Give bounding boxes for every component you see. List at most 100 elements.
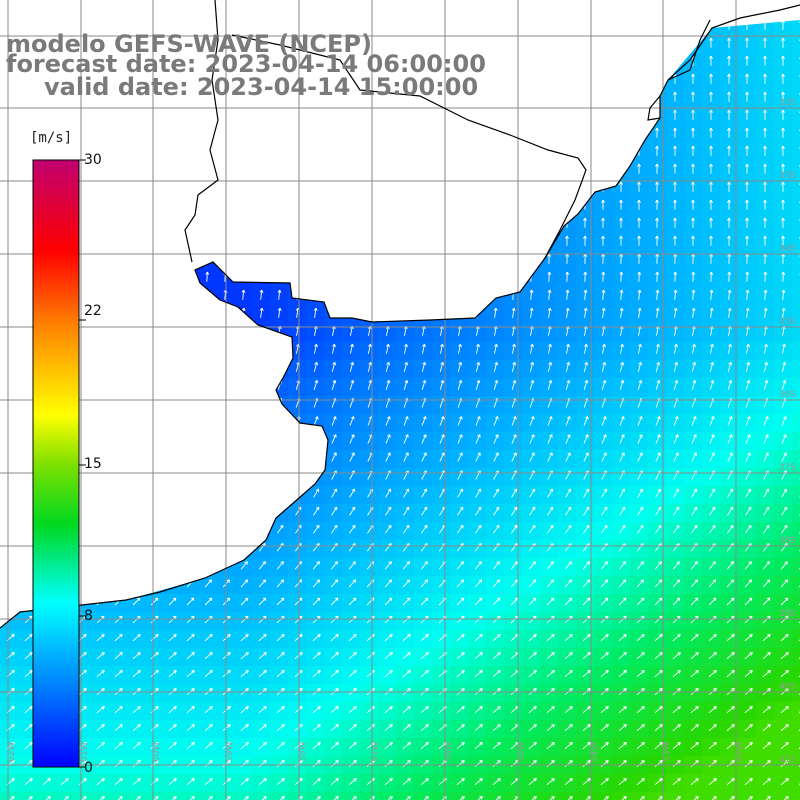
- wind-speed-cell: [180, 792, 199, 800]
- wind-arrow: [692, 2, 695, 12]
- wind-arrow: [583, 271, 588, 282]
- wind-arrow: [709, 235, 713, 246]
- wind-speed-cell: [324, 666, 343, 685]
- wind-arrow: [384, 633, 393, 642]
- wind-arrow: [673, 163, 677, 174]
- wind-speed-cell: [378, 234, 397, 253]
- wind-arrow: [745, 199, 749, 210]
- wind-arrow: [330, 724, 339, 732]
- wind-speed-cell: [450, 774, 469, 793]
- wind-arrow: [528, 633, 537, 642]
- wind-arrow: [60, 778, 69, 786]
- wind-arrow: [781, 235, 785, 246]
- wind-arrow: [528, 670, 537, 678]
- wind-speed-cell: [342, 504, 361, 523]
- wind-arrow: [618, 561, 626, 570]
- wind-arrow: [241, 416, 247, 426]
- wind-arrow: [780, 724, 789, 732]
- wind-speed-cell: [558, 450, 577, 469]
- wind-arrow: [24, 597, 33, 606]
- wind-speed-cell: [486, 648, 505, 667]
- wind-arrow: [600, 724, 609, 732]
- wind-arrow: [600, 652, 609, 660]
- wind-speed-cell: [756, 288, 775, 307]
- wind-arrow: [205, 361, 211, 372]
- wind-arrow: [456, 724, 465, 732]
- wind-speed-cell: [774, 378, 793, 397]
- wind-speed-cell: [612, 576, 631, 595]
- wind-arrow: [565, 361, 571, 372]
- wind-arrow: [349, 289, 354, 300]
- wind-speed-cell: [648, 468, 667, 487]
- wind-arrow: [691, 127, 695, 138]
- wind-speed-cell: [270, 450, 289, 469]
- wind-speed-cell: [0, 504, 19, 523]
- wind-speed-cell: [288, 486, 307, 505]
- wind-speed-cell: [270, 198, 289, 217]
- wind-speed-cell: [342, 612, 361, 631]
- wind-arrow: [745, 434, 751, 444]
- wind-speed-cell: [234, 0, 253, 19]
- wind-speed-cell: [774, 396, 793, 415]
- wind-arrow: [762, 778, 771, 786]
- wind-arrow: [654, 670, 663, 678]
- wind-speed-cell: [666, 450, 685, 469]
- wind-speed-cell: [324, 576, 343, 595]
- wind-arrow: [420, 633, 429, 642]
- wind-speed-cell: [468, 378, 487, 397]
- wind-arrow: [492, 561, 500, 570]
- wind-arrow: [475, 217, 479, 228]
- wind-speed-cell: [414, 612, 433, 631]
- wind-speed-cell: [198, 234, 217, 253]
- wind-speed-cell: [36, 792, 55, 800]
- wind-arrow: [618, 579, 627, 588]
- wind-arrow: [276, 670, 285, 678]
- wind-speed-cell: [540, 486, 559, 505]
- wind-arrow: [150, 706, 159, 714]
- wind-arrow: [637, 55, 641, 66]
- wind-speed-cell: [594, 396, 613, 415]
- wind-speed-cell: [108, 252, 127, 271]
- wind-speed-cell: [612, 270, 631, 289]
- wind-arrow: [186, 542, 194, 552]
- wind-speed-cell: [594, 504, 613, 523]
- wind-speed-cell: [738, 450, 757, 469]
- wind-arrow: [745, 343, 750, 354]
- wind-arrow: [150, 561, 158, 570]
- wind-speed-cell: [162, 684, 181, 703]
- wind-arrow: [511, 253, 516, 264]
- wind-arrow: [744, 670, 753, 678]
- wind-arrow: [619, 343, 624, 354]
- wind-speed-cell: [198, 612, 217, 631]
- wind-speed-cell: [162, 792, 181, 800]
- wind-speed-cell: [468, 774, 487, 793]
- wind-arrow: [169, 181, 173, 192]
- wind-arrow: [763, 235, 767, 246]
- wind-arrow: [726, 561, 734, 570]
- wind-speed-cell: [576, 450, 595, 469]
- wind-arrow: [169, 416, 175, 426]
- wind-speed-cell: [738, 540, 757, 559]
- wind-arrow: [655, 20, 659, 30]
- wind-speed-cell: [504, 144, 523, 163]
- wind-arrow: [727, 434, 733, 444]
- wind-speed-cell: [108, 162, 127, 181]
- wind-speed-cell: [576, 558, 595, 577]
- wind-arrow: [727, 488, 734, 498]
- wind-arrow: [655, 289, 660, 300]
- wind-speed-cell: [504, 594, 523, 613]
- wind-arrow: [690, 760, 699, 768]
- wind-speed-cell: [468, 0, 487, 19]
- wind-speed-cell: [468, 432, 487, 451]
- wind-arrow: [349, 416, 355, 426]
- wind-speed-cell: [486, 612, 505, 631]
- wind-speed-cell: [234, 162, 253, 181]
- wind-arrow: [277, 181, 281, 192]
- wind-speed-cell: [756, 108, 775, 127]
- wind-speed-cell: [396, 792, 415, 800]
- wind-speed-cell: [522, 342, 541, 361]
- wind-speed-cell: [396, 468, 415, 487]
- wind-arrow: [655, 37, 659, 48]
- wind-speed-cell: [342, 216, 361, 235]
